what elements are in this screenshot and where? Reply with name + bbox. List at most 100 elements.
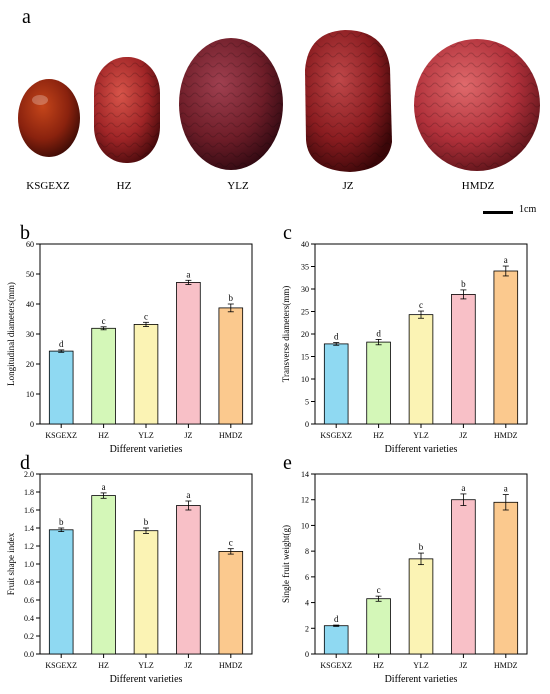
y-tick-label: 1.8: [24, 488, 34, 497]
x-tick-label: HZ: [373, 431, 384, 440]
x-tick-label: JZ: [184, 661, 192, 670]
x-tick-label: HMDZ: [494, 661, 518, 670]
bar-ksgexz: [48, 350, 74, 425]
significance-letter: c: [377, 585, 381, 595]
y-tick-label: 0: [30, 420, 34, 429]
x-axis-label: Different varieties: [110, 444, 183, 455]
x-tick-label: YLZ: [413, 431, 429, 440]
photo-label-hz: HZ: [116, 180, 132, 192]
y-tick-label: 10: [301, 521, 309, 530]
significance-letter: d: [376, 328, 381, 338]
y-tick-label: 1.6: [24, 506, 34, 515]
y-tick-label: 60: [26, 240, 34, 249]
significance-letter: b: [461, 279, 466, 289]
y-tick-label: 5: [305, 398, 309, 407]
x-tick-label: YLZ: [138, 431, 154, 440]
y-tick-label: 0.2: [24, 632, 34, 641]
photo-label-ksgexz: KSGEXZ: [26, 180, 70, 192]
fruit-ylz: [179, 38, 283, 170]
panel-letter-a: a: [22, 6, 31, 28]
y-tick-label: 50: [26, 270, 34, 279]
y-tick-label: 35: [301, 263, 309, 272]
y-tick-label: 8: [305, 547, 309, 556]
significance-letter: d: [334, 332, 339, 342]
y-tick-label: 10: [301, 375, 309, 384]
bar-ylz: [133, 324, 159, 425]
bar-ylz: [408, 314, 434, 425]
significance-letter: b: [59, 517, 64, 527]
chart-d-fruit-shape-index: 0.0 0.2 0.4 0.6 0.8 1.0 1.2 1.4 1.6 1.8 2.0 b KSGEXZ…: [6, 470, 253, 685]
panel-letter-c: c: [283, 222, 292, 244]
x-tick-label: HMDZ: [494, 431, 518, 440]
significance-letter: c: [102, 316, 106, 326]
x-tick-label: KSGEXZ: [45, 661, 77, 670]
y-tick-label: 15: [301, 353, 309, 362]
bar-ylz: [133, 530, 159, 655]
y-tick-label: 10: [26, 390, 34, 399]
y-tick-label: 40: [301, 240, 309, 249]
bar-jz: [176, 282, 201, 425]
panel-letter-d: d: [20, 452, 30, 474]
bar-ylz: [408, 558, 434, 655]
x-tick-label: YLZ: [413, 661, 429, 670]
y-tick-label: 6: [305, 573, 309, 582]
bar-hz: [366, 598, 391, 655]
y-tick-label: 12: [301, 496, 309, 505]
y-tick-label: 0.8: [24, 578, 34, 587]
x-tick-label: JZ: [459, 661, 467, 670]
y-tick-label: 0.6: [24, 596, 34, 605]
y-tick-label: 0.0: [24, 650, 34, 659]
x-tick-label: HMDZ: [219, 661, 243, 670]
x-axis-label: Different varieties: [385, 444, 458, 455]
chart-c-transverse-diameters: 0 5 10 15 20 25 30 35 40 d KSGEXZ d HZ c YLZ b JZ a HMDZ Di…: [281, 240, 528, 455]
fruit-photos: [18, 30, 540, 172]
y-tick-label: 1.0: [24, 560, 34, 569]
bar-jz: [176, 505, 201, 655]
fruit-ksgexz: [18, 79, 80, 157]
y-tick-label: 20: [301, 330, 309, 339]
panel-letter-b: b: [20, 222, 30, 244]
significance-letter: d: [334, 614, 339, 624]
x-tick-label: JZ: [459, 431, 467, 440]
significance-letter: c: [144, 311, 148, 321]
x-tick-label: JZ: [184, 431, 192, 440]
y-tick-label: 1.4: [24, 524, 34, 533]
x-tick-label: KSGEXZ: [320, 431, 352, 440]
significance-letter: a: [504, 255, 508, 265]
fruit-jz: [305, 30, 392, 172]
y-axis-label: Transverse diameters(mm): [281, 286, 291, 382]
significance-letter: a: [461, 483, 465, 493]
chart-b-longitudinal-diameters: 0 10 20 30 40 50 60 d KSGEXZ c HZ c YLZ a JZ b HMDZ Diffe…: [6, 240, 253, 455]
photo-label-jz: JZ: [342, 180, 354, 192]
x-tick-label: KSGEXZ: [320, 661, 352, 670]
y-axis-label: Fruit shape index: [6, 532, 16, 595]
significance-letter: a: [102, 482, 106, 492]
bar-jz: [451, 499, 476, 655]
significance-letter: b: [419, 542, 424, 552]
y-tick-label: 0: [305, 650, 309, 659]
panel-letter-e: e: [283, 452, 292, 474]
significance-letter: a: [504, 484, 508, 494]
significance-letter: b: [144, 517, 149, 527]
bar-hmdz: [493, 501, 519, 655]
y-tick-label: 2.0: [24, 470, 34, 479]
bar-hz: [366, 341, 391, 425]
x-axis-label: Different varieties: [385, 674, 458, 685]
chart-e-single-fruit-weight: 0 2 4 6 8 10 12 14 d KSGEXZ c HZ b YLZ a JZ a HMDZ Differe…: [281, 470, 528, 685]
x-tick-label: HMDZ: [219, 431, 243, 440]
y-tick-label: 25: [301, 308, 309, 317]
y-tick-label: 14: [301, 470, 309, 479]
y-tick-label: 30: [301, 285, 309, 294]
photo-label-ylz: YLZ: [227, 180, 249, 192]
y-axis-label: Single fruit weight(g): [281, 525, 291, 603]
significance-letter: a: [186, 269, 190, 279]
y-axis-label: Longitudinal diameters(mm): [6, 282, 16, 386]
bar-ksgexz: [323, 343, 349, 425]
y-tick-label: 30: [26, 330, 34, 339]
bar-ksgexz: [48, 529, 74, 655]
x-tick-label: KSGEXZ: [45, 431, 77, 440]
bar-hmdz: [218, 551, 244, 655]
x-axis-label: Different varieties: [110, 674, 183, 685]
y-tick-label: 0.4: [24, 614, 34, 623]
scale-bar: [483, 211, 513, 214]
